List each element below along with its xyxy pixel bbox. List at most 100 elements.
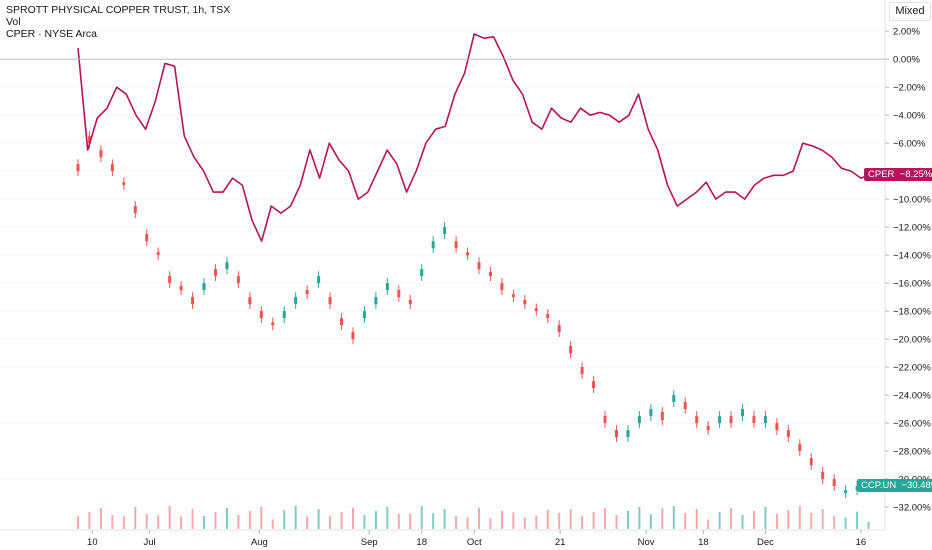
candle-body — [431, 241, 435, 249]
candle-body — [133, 206, 137, 214]
volume-bar — [718, 512, 721, 529]
candle-body — [259, 311, 263, 319]
candle-body — [282, 311, 286, 319]
volume-bar — [512, 512, 515, 529]
volume-label[interactable]: Vol — [6, 16, 21, 28]
compare-symbol-label[interactable]: CPER · NYSE Arca — [6, 28, 98, 40]
candle-body — [443, 227, 447, 235]
volume-bar — [523, 517, 526, 529]
cper-last-price-label: CPER −8.25% — [864, 167, 932, 181]
volume-bar — [88, 512, 91, 529]
volume-bar — [420, 506, 423, 529]
volume-bar — [191, 509, 194, 529]
y-tick-label: −12.00% — [893, 223, 931, 234]
candle-body — [466, 252, 470, 256]
x-tick-label: 16 — [856, 537, 867, 548]
x-tick-label: 18 — [698, 537, 709, 548]
volume-bar — [111, 515, 114, 529]
y-tick-label: −28.00% — [893, 447, 931, 458]
candle-body — [557, 325, 561, 333]
volume-bar — [397, 514, 400, 529]
candle-body — [523, 299, 527, 305]
volume-bar — [867, 521, 870, 529]
y-tick-label: −10.00% — [893, 195, 931, 206]
volume-bar — [730, 508, 733, 529]
volume-bar — [546, 509, 549, 529]
y-tick-label: −26.00% — [893, 419, 931, 430]
candle-body — [614, 430, 618, 438]
volume-bar — [489, 518, 492, 529]
candle-body — [752, 416, 756, 424]
y-tick-label: 2.00% — [893, 27, 920, 38]
candle-body — [603, 416, 607, 424]
candle-body — [637, 416, 641, 424]
candle-body — [236, 276, 240, 284]
candle-body — [546, 313, 550, 319]
time-axis[interactable]: 10 Jul Aug Sep 18 Oct 21 Nov 18 Dec 16 — [87, 530, 866, 548]
volume-bar — [775, 514, 778, 529]
volume-bar — [363, 515, 366, 529]
volume-bar — [134, 507, 137, 529]
candle-body — [672, 395, 676, 403]
candle-body — [294, 297, 298, 305]
candle-body — [213, 269, 217, 277]
candle-body — [156, 252, 160, 256]
volume-bar — [535, 515, 538, 529]
candle-body — [397, 290, 401, 298]
candle-body — [408, 299, 412, 305]
candle-body — [775, 423, 779, 431]
price-axis[interactable]: 2.00%0.00%−2.00%−4.00%−6.00%−8.00%−10.00… — [885, 27, 931, 514]
candle-body — [821, 472, 825, 480]
candle-body — [385, 283, 389, 291]
gridlines — [0, 30, 885, 508]
y-tick-label: −2.00% — [893, 83, 926, 94]
x-tick-label: Jul — [144, 537, 156, 548]
candle-body — [317, 276, 321, 284]
candle-body — [832, 479, 836, 487]
volume-bar — [466, 517, 469, 529]
candle-body — [695, 416, 699, 424]
candle-body — [798, 444, 802, 452]
volume-bar — [592, 512, 595, 529]
volume-bar — [455, 516, 458, 529]
volume-bar — [569, 509, 572, 529]
cper-line — [77, 33, 871, 242]
volume-bar — [248, 511, 251, 529]
candle-body — [683, 402, 687, 410]
y-tick-label: −4.00% — [893, 111, 926, 122]
volume-bar — [340, 512, 343, 529]
y-tick-label: −16.00% — [893, 279, 931, 290]
volume-bar — [271, 519, 274, 529]
x-tick-label: Nov — [638, 537, 655, 548]
volume-bar — [500, 511, 503, 529]
volume-bar — [752, 511, 755, 529]
candle-body — [374, 297, 378, 305]
candle-body — [76, 164, 80, 172]
candle-body — [844, 490, 848, 494]
candle-body — [122, 182, 126, 186]
candle-body — [649, 409, 653, 417]
volume-bar — [604, 508, 607, 529]
volume-bar — [168, 506, 171, 529]
scale-mode-button[interactable]: Mixed — [889, 2, 931, 21]
candle-body — [477, 262, 481, 270]
x-tick-label: 10 — [87, 537, 98, 548]
volume-bar — [787, 510, 790, 529]
volume-bar — [638, 507, 641, 529]
candle-body — [660, 411, 664, 421]
candle-body — [305, 290, 309, 295]
volume-bar — [478, 508, 480, 529]
candle-body — [706, 425, 710, 431]
volume-bar — [558, 513, 561, 529]
symbol-title[interactable]: SPROTT PHYSICAL COPPER TRUST, 1h, TSX — [6, 4, 231, 16]
candle-body — [340, 318, 344, 326]
ccp-label-name: CCP.UN — [861, 479, 897, 491]
candle-body — [191, 297, 195, 305]
candle-body — [569, 346, 573, 354]
x-tick-label: 21 — [555, 537, 566, 548]
candle-body — [110, 164, 114, 172]
chart-legend: SPROTT PHYSICAL COPPER TRUST, 1h, TSX Vo… — [6, 4, 230, 40]
volume-bar — [77, 516, 79, 529]
candle-body — [718, 416, 722, 424]
